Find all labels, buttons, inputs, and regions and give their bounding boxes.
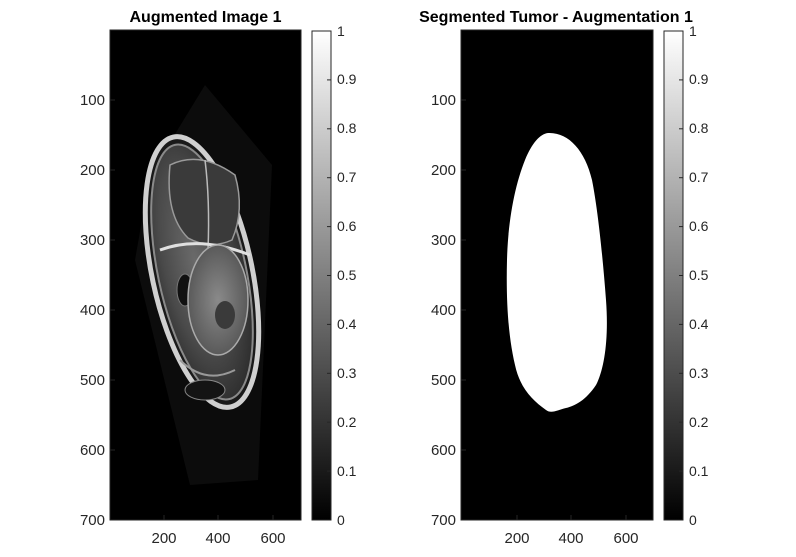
colorbar-tick-label: 0.6 xyxy=(337,218,357,234)
y-tick-label: 600 xyxy=(431,442,456,459)
colorbar-tick-label: 0.4 xyxy=(689,316,709,332)
colorbar: 0 0.1 0.2 0.3 0.4 0.5 0.6 0.7 0.8 0.9 1 xyxy=(663,23,709,528)
y-tick-label: 700 xyxy=(431,512,456,529)
y-tick-label: 400 xyxy=(80,302,105,319)
colorbar-tick-label: 0.5 xyxy=(337,267,357,283)
x-tick-label: 400 xyxy=(558,530,583,547)
colorbar-tick-label: 0.9 xyxy=(689,71,709,87)
tumor-mask-image xyxy=(461,30,653,520)
x-tick-label: 600 xyxy=(260,530,285,547)
colorbar-tick-label: 0.8 xyxy=(689,120,709,136)
colorbar-tick-label: 0.1 xyxy=(337,463,357,479)
y-axis: 100 200 300 400 500 600 700 xyxy=(80,92,115,529)
axes-frame xyxy=(109,29,302,521)
y-tick-label: 300 xyxy=(431,232,456,249)
y-tick-label: 600 xyxy=(80,442,105,459)
colorbar-tick-label: 0.6 xyxy=(689,218,709,234)
panel-augmented-image: Augmented Image 1 xyxy=(80,9,357,547)
colorbar-tick-label: 0.9 xyxy=(337,71,357,87)
colorbar-tick-label: 0.2 xyxy=(337,414,357,430)
y-tick-label: 300 xyxy=(80,232,105,249)
colorbar-tick-label: 0.4 xyxy=(337,316,357,332)
colorbar-tick-label: 0.7 xyxy=(337,169,357,185)
colorbar-tick-label: 0 xyxy=(689,512,697,528)
colorbar-tick-label: 0.3 xyxy=(337,365,357,381)
colorbar-tick-label: 1 xyxy=(689,23,697,39)
x-axis: 200 400 600 xyxy=(151,515,286,547)
y-tick-label: 700 xyxy=(80,512,105,529)
colorbar-tick-label: 0.8 xyxy=(337,120,357,136)
panel-title: Segmented Tumor - Augmentation 1 xyxy=(419,9,693,26)
y-axis: 100 200 300 400 500 600 700 xyxy=(431,92,466,529)
x-tick-label: 200 xyxy=(151,530,176,547)
colorbar-tick-label: 0.3 xyxy=(689,365,709,381)
colorbar-tick-label: 0.2 xyxy=(689,414,709,430)
y-tick-label: 200 xyxy=(431,162,456,179)
x-tick-label: 200 xyxy=(504,530,529,547)
colorbar-tick-label: 1 xyxy=(337,23,345,39)
colorbar-tick-label: 0.7 xyxy=(689,169,709,185)
mri-brain-image xyxy=(110,30,301,520)
x-tick-label: 400 xyxy=(205,530,230,547)
y-tick-label: 100 xyxy=(431,92,456,109)
y-tick-label: 400 xyxy=(431,302,456,319)
panel-title: Augmented Image 1 xyxy=(129,9,281,26)
y-tick-label: 200 xyxy=(80,162,105,179)
y-tick-label: 500 xyxy=(431,372,456,389)
colorbar-tick-label: 0 xyxy=(337,512,345,528)
colorbar-tick-label: 0.5 xyxy=(689,267,709,283)
x-tick-label: 600 xyxy=(613,530,638,547)
colorbar-tick-label: 0.1 xyxy=(689,463,709,479)
x-axis: 200 400 600 xyxy=(504,515,639,547)
panel-segmented-tumor: Segmented Tumor - Augmentation 1 100 200… xyxy=(419,9,709,547)
y-tick-label: 500 xyxy=(80,372,105,389)
axes-frame xyxy=(460,29,654,521)
colorbar: 0 0.1 0.2 0.3 0.4 0.5 0.6 0.7 0.8 0.9 1 xyxy=(311,23,357,528)
y-tick-label: 100 xyxy=(80,92,105,109)
